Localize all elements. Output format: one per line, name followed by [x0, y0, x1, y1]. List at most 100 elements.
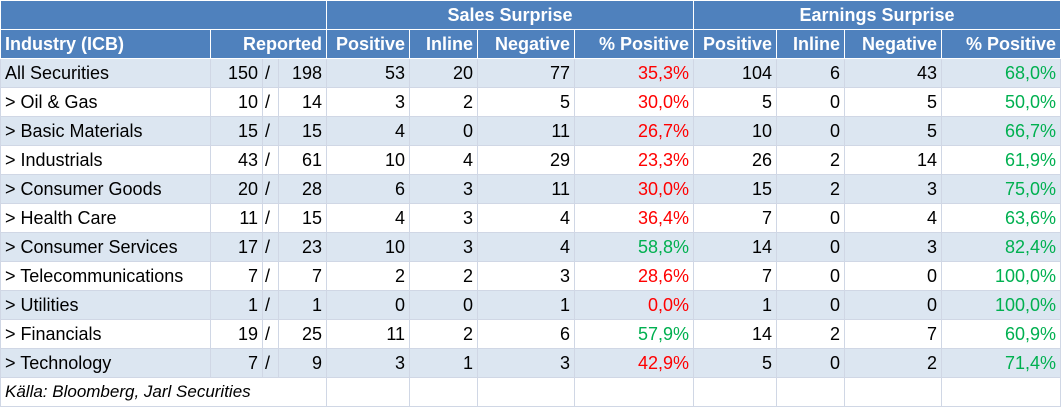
sales-positive-cell: 4 [326, 203, 410, 233]
earnings-surprise-header: Earnings Surprise [693, 0, 1061, 30]
table-row: > Consumer Services 17/23 10 3 4 58,8% 14 0 3 82,… [0, 232, 1061, 262]
earnings-inline-cell: 0 [776, 290, 845, 320]
earnings-pct-cell: 63,6% [941, 203, 1061, 233]
sales-positive-cell: 0 [326, 290, 410, 320]
earnings-negative-cell: 0 [844, 261, 942, 291]
earnings-inline-cell: 6 [776, 58, 845, 88]
industry-cell: > Oil & Gas [0, 87, 211, 117]
sales-surprise-header: Sales Surprise [326, 0, 694, 30]
sales-pct-cell: 0,0% [574, 290, 694, 320]
industry-cell: > Technology [0, 348, 211, 378]
reported-total-cell: 14 [278, 87, 327, 117]
table-row: All Securities 150/198 53 20 77 35,3% 104 6 43 68… [0, 58, 1061, 88]
table-row: > Basic Materials 15/15 4 0 11 26,7% 10 0 5 66,7% [0, 116, 1061, 146]
empty-cell [844, 377, 942, 407]
reported-count-cell: 1 [210, 290, 263, 320]
earnings-positive-cell: 7 [693, 261, 777, 291]
industry-cell: > Consumer Services [0, 232, 211, 262]
sales-positive-cell: 53 [326, 58, 410, 88]
group-header-row: Sales Surprise Earnings Surprise [0, 0, 1061, 30]
earnings-positive-cell: 26 [693, 145, 777, 175]
sales-inline-cell: 2 [409, 87, 478, 117]
reported-separator: / [262, 290, 279, 320]
sales-positive-cell: 10 [326, 232, 410, 262]
col-sales-inline: Inline [409, 29, 478, 59]
table-row: > Technology 7/9 3 1 3 42,9% 5 0 2 71,4% [0, 348, 1061, 378]
column-header-row: Industry (ICB) Reported Positive Inline … [0, 29, 1061, 59]
earnings-pct-cell: 71,4% [941, 348, 1061, 378]
sales-pct-cell: 57,9% [574, 319, 694, 349]
reported-count-cell: 7 [210, 261, 263, 291]
reported-separator: / [262, 116, 279, 146]
sales-inline-cell: 20 [409, 58, 478, 88]
earnings-positive-cell: 7 [693, 203, 777, 233]
earnings-pct-cell: 61,9% [941, 145, 1061, 175]
table-row: > Utilities 1/1 0 0 1 0,0% 1 0 0 100,0% [0, 290, 1061, 320]
earnings-positive-cell: 15 [693, 174, 777, 204]
col-sales-pct-positive: % Positive [574, 29, 694, 59]
col-reported: Reported [210, 29, 327, 59]
empty-cell [477, 377, 575, 407]
earnings-negative-cell: 3 [844, 174, 942, 204]
earnings-positive-cell: 104 [693, 58, 777, 88]
reported-separator: / [262, 58, 279, 88]
col-industry: Industry (ICB) [0, 29, 211, 59]
sales-negative-cell: 5 [477, 87, 575, 117]
sales-inline-cell: 3 [409, 203, 478, 233]
earnings-pct-cell: 68,0% [941, 58, 1061, 88]
earnings-positive-cell: 14 [693, 232, 777, 262]
sales-negative-cell: 11 [477, 174, 575, 204]
earnings-positive-cell: 5 [693, 348, 777, 378]
sales-positive-cell: 11 [326, 319, 410, 349]
empty-cell [574, 377, 694, 407]
earnings-pct-cell: 75,0% [941, 174, 1061, 204]
reported-total-cell: 9 [278, 348, 327, 378]
sales-positive-cell: 2 [326, 261, 410, 291]
earnings-positive-cell: 5 [693, 87, 777, 117]
reported-count-cell: 19 [210, 319, 263, 349]
source-note: Källa: Bloomberg, Jarl Securities [0, 377, 327, 407]
earnings-positive-cell: 1 [693, 290, 777, 320]
earnings-negative-cell: 14 [844, 145, 942, 175]
earnings-pct-cell: 82,4% [941, 232, 1061, 262]
earnings-positive-cell: 14 [693, 319, 777, 349]
sales-negative-cell: 29 [477, 145, 575, 175]
earnings-inline-cell: 0 [776, 261, 845, 291]
earnings-negative-cell: 43 [844, 58, 942, 88]
reported-separator: / [262, 319, 279, 349]
sales-positive-cell: 6 [326, 174, 410, 204]
earnings-inline-cell: 0 [776, 232, 845, 262]
reported-total-cell: 15 [278, 203, 327, 233]
sales-positive-cell: 10 [326, 145, 410, 175]
earnings-inline-cell: 2 [776, 145, 845, 175]
reported-total-cell: 7 [278, 261, 327, 291]
sales-pct-cell: 58,8% [574, 232, 694, 262]
earnings-pct-cell: 100,0% [941, 261, 1061, 291]
industry-cell: > Health Care [0, 203, 211, 233]
earnings-inline-cell: 0 [776, 348, 845, 378]
earnings-negative-cell: 5 [844, 116, 942, 146]
earnings-negative-cell: 5 [844, 87, 942, 117]
reported-separator: / [262, 232, 279, 262]
source-row: Källa: Bloomberg, Jarl Securities [0, 377, 1061, 407]
reported-total-cell: 1 [278, 290, 327, 320]
sales-negative-cell: 77 [477, 58, 575, 88]
table-row: > Telecommunications 7/7 2 2 3 28,6% 7 0 0 100,0% [0, 261, 1061, 291]
empty-cell [941, 377, 1061, 407]
earnings-pct-cell: 66,7% [941, 116, 1061, 146]
col-sales-negative: Negative [477, 29, 575, 59]
earnings-pct-cell: 60,9% [941, 319, 1061, 349]
sales-pct-cell: 42,9% [574, 348, 694, 378]
col-sales-positive: Positive [326, 29, 410, 59]
sales-inline-cell: 2 [409, 261, 478, 291]
table-row: > Health Care 11/15 4 3 4 36,4% 7 0 4 63,6% [0, 203, 1061, 233]
reported-total-cell: 28 [278, 174, 327, 204]
earnings-positive-cell: 10 [693, 116, 777, 146]
industry-cell: > Basic Materials [0, 116, 211, 146]
earnings-negative-cell: 0 [844, 290, 942, 320]
reported-count-cell: 11 [210, 203, 263, 233]
reported-count-cell: 10 [210, 87, 263, 117]
industry-cell: > Telecommunications [0, 261, 211, 291]
reported-separator: / [262, 174, 279, 204]
